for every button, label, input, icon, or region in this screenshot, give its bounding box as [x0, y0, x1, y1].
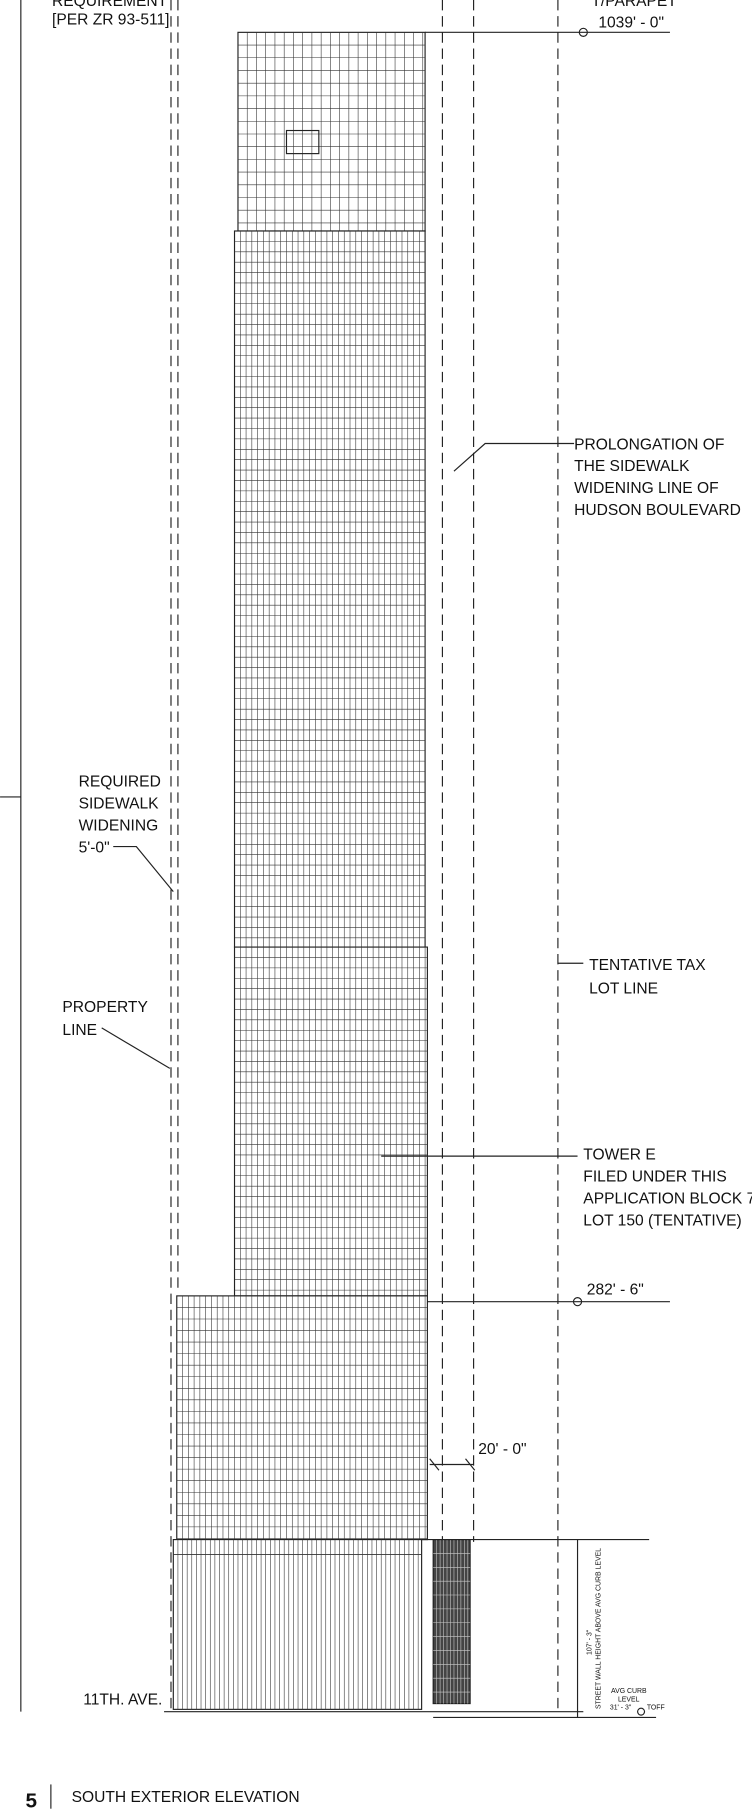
drawing-number: 5: [25, 1790, 37, 1811]
level-label: TOFF: [647, 1704, 665, 1711]
level-label: AVG CURB: [611, 1688, 647, 1695]
level-label: T/PARAPET: [591, 0, 677, 10]
note-text: REQUIRED: [79, 774, 161, 791]
note-text: PROPERTY: [62, 999, 148, 1016]
leader-line: [113, 847, 173, 892]
note-text: LOT LINE: [589, 980, 658, 997]
dimension-label: 107' - 3": [586, 1629, 593, 1655]
note-text: PROLONGATION OF: [574, 436, 724, 453]
note-text: WIDENING LINE OF: [574, 480, 719, 497]
note-text: 5'-0": [79, 839, 110, 856]
note-text: LINE: [62, 1022, 97, 1039]
note-text: HUDSON BOULEVARD: [574, 502, 741, 519]
note-text: REQUIREMENT: [52, 0, 168, 10]
drawing-title: SOUTH EXTERIOR ELEVATION: [72, 1789, 300, 1806]
note-text: LOT 150 (TENTATIVE): [583, 1212, 741, 1229]
elevation-drawing: REQUIREMENT [PER ZR 93-511] T/PARAPET 10…: [0, 0, 752, 1811]
level-elevation: 1039' - 0": [598, 15, 664, 32]
note-text: THE SIDEWALK: [574, 458, 690, 475]
street-label: 11TH. AVE.: [83, 1692, 162, 1709]
page: South Exterior Elevation {"top_left_note…: [0, 0, 752, 1811]
page-body: REQUIREMENT [PER ZR 93-511] T/PARAPET 10…: [0, 0, 752, 1811]
leader-line: [454, 444, 574, 472]
note-text: TENTATIVE TAX: [589, 957, 706, 974]
level-marker: [638, 1708, 645, 1715]
level-elevation: 282' - 6": [587, 1282, 644, 1299]
building: [173, 32, 470, 1709]
leader-line: [102, 1028, 170, 1068]
note-text: [PER ZR 93-511]: [52, 11, 169, 28]
note-text: SIDEWALK: [79, 795, 160, 812]
note-text: WIDENING: [79, 817, 159, 834]
note-text: TOWER E: [583, 1147, 655, 1164]
note-text: APPLICATION BLOCK 70: [583, 1190, 752, 1207]
facade-block: [238, 32, 425, 231]
facade-block: [177, 1296, 428, 1540]
dimension-label: STREET WALL HEIGHT ABOVE AVG CURB LEVEL: [596, 1548, 603, 1709]
note-text: FILED UNDER THIS: [583, 1169, 726, 1186]
level-elevation: 31' - 3": [610, 1704, 632, 1711]
level-label: LEVEL: [618, 1696, 640, 1703]
dimension-label: 20' - 0": [478, 1441, 526, 1458]
